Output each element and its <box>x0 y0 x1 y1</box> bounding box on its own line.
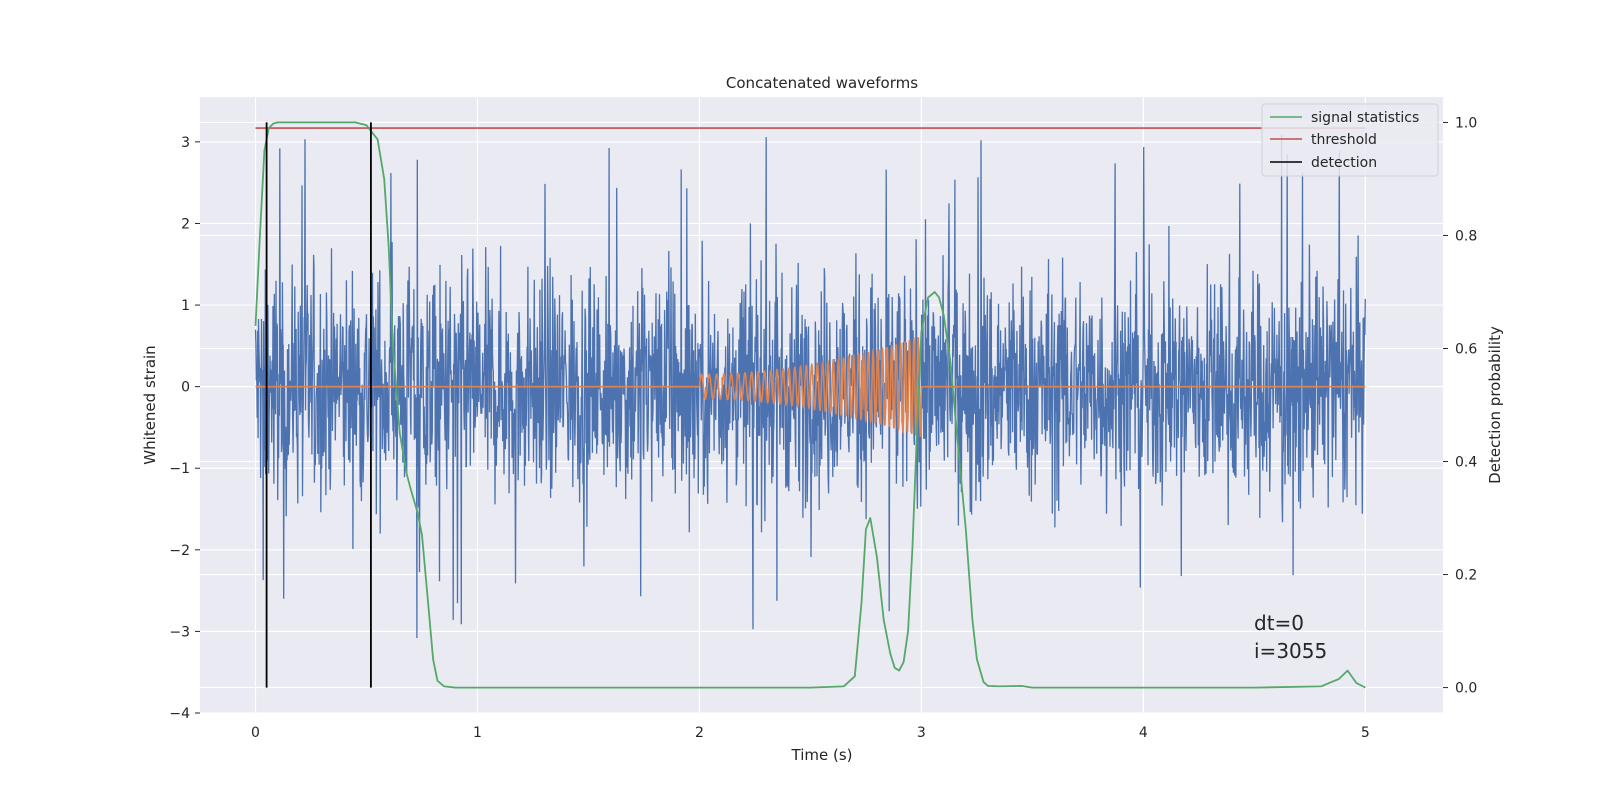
legend-label-detection: detection <box>1311 155 1377 171</box>
y2-tick-label: 1.0 <box>1455 115 1477 131</box>
x-axis-label: Time (s) <box>791 746 853 764</box>
noise-line <box>254 134 1366 639</box>
y-tick-label: −3 <box>169 624 190 640</box>
x-tick-label: 5 <box>1361 725 1370 741</box>
legend-label-signal-statistics: signal statistics <box>1311 110 1419 126</box>
annotation-index: i=3055 <box>1254 639 1327 663</box>
y2-axis-label: Detection probability <box>1486 326 1504 484</box>
template-chirp <box>698 337 923 437</box>
ticks: 0 1 2 3 4 5 −4 −3 −2 −1 0 1 2 3 0.0 0.2 0.4 0.6 0.8 1.0 <box>169 115 1477 741</box>
y-tick-label: 0 <box>181 380 190 396</box>
y2-tick-label: 0.6 <box>1455 341 1477 357</box>
y2-tick-label: 0.8 <box>1455 228 1477 244</box>
x-tick-label: 0 <box>251 725 260 741</box>
x-tick-label: 1 <box>473 725 482 741</box>
legend: signal statistics threshold detection <box>1261 103 1439 177</box>
signal-statistics-line <box>254 121 1366 689</box>
legend-box <box>1261 103 1439 177</box>
y2-tick-label: 0.0 <box>1455 681 1477 697</box>
noise-series <box>254 134 1366 639</box>
signal-statistics-series <box>254 121 1366 689</box>
x-tick-label: 3 <box>917 725 926 741</box>
chart-title: Concatenated waveforms <box>726 74 918 92</box>
y-tick-label: −1 <box>169 461 190 477</box>
y-tick-label: 1 <box>181 298 190 314</box>
y-tick-label: 2 <box>181 216 190 232</box>
annotation-dt: dt=0 <box>1254 611 1304 635</box>
y2-tick-label: 0.2 <box>1455 568 1477 584</box>
y-axis-label: Whitened strain <box>141 345 159 464</box>
y-tick-label: −2 <box>169 543 190 559</box>
x-tick-label: 4 <box>1139 725 1148 741</box>
y2-tick-label: 0.4 <box>1455 455 1477 471</box>
chirp-template-series <box>255 337 1366 437</box>
y-tick-label: 3 <box>181 135 190 151</box>
y-tick-label: −4 <box>169 706 190 722</box>
legend-label-threshold: threshold <box>1311 132 1377 148</box>
x-tick-label: 2 <box>695 725 704 741</box>
